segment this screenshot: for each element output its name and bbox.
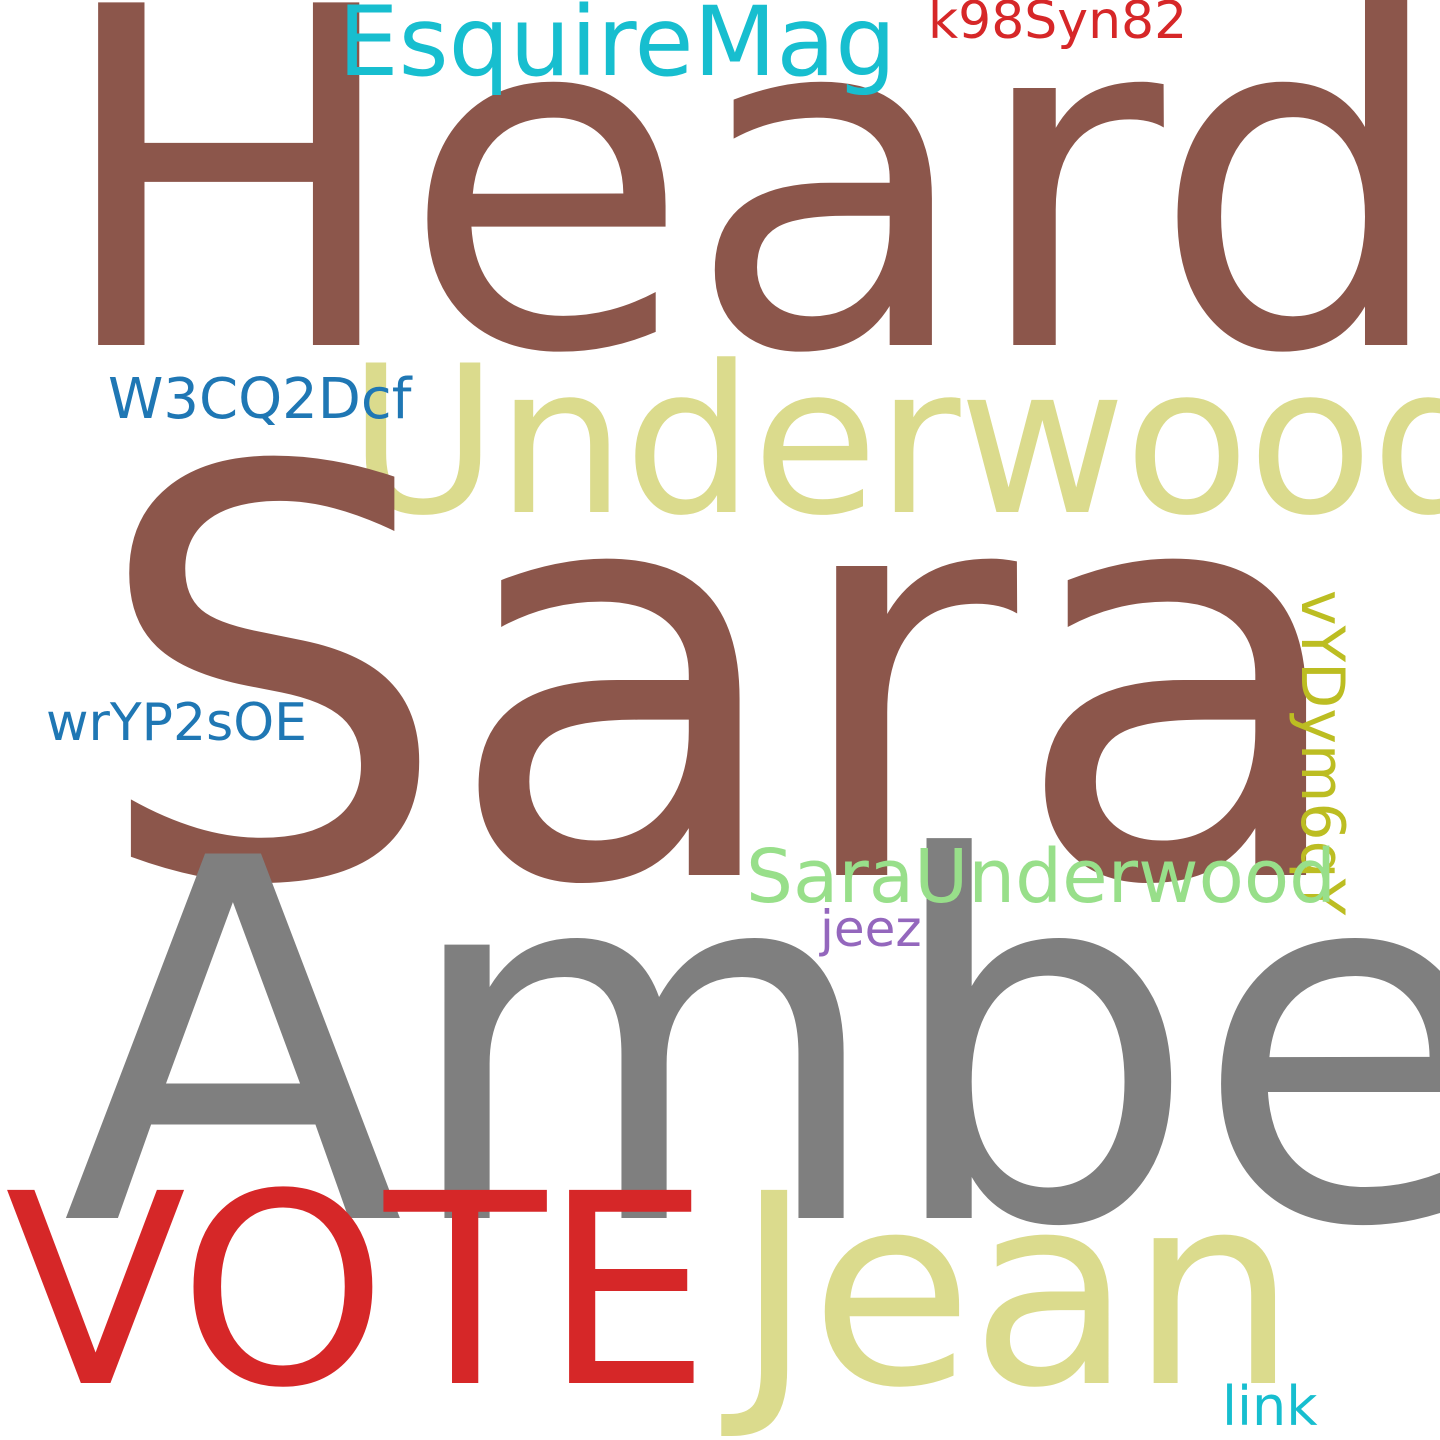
word-link: link: [1222, 1375, 1318, 1438]
word-esquiremag: EsquireMag: [338, 0, 897, 98]
word-underwood: Underwood: [348, 323, 1440, 561]
word-vote: VOTE: [5, 1138, 711, 1440]
word-k98syn82: k98Syn82: [928, 0, 1188, 51]
word-amber: Amber: [62, 754, 1440, 1336]
word-jeez: jeez: [820, 900, 922, 958]
word-w3cq2dcf: W3CQ2Dcf: [108, 367, 412, 432]
word-heard: Heard: [52, 0, 1440, 456]
word-wryp2soe: wrYP2sOE: [46, 693, 307, 753]
word-jean: Jean: [735, 1138, 1298, 1440]
word-saraunderwood: SaraUnderwood: [746, 834, 1337, 920]
word-sara: Sara: [92, 352, 1357, 1009]
